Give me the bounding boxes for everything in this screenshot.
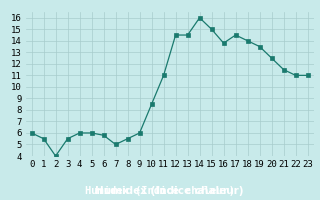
Text: Humidex (Indice chaleur): Humidex (Indice chaleur) <box>85 186 235 196</box>
X-axis label: Humidex (Indice chaleur): Humidex (Indice chaleur) <box>95 186 244 196</box>
